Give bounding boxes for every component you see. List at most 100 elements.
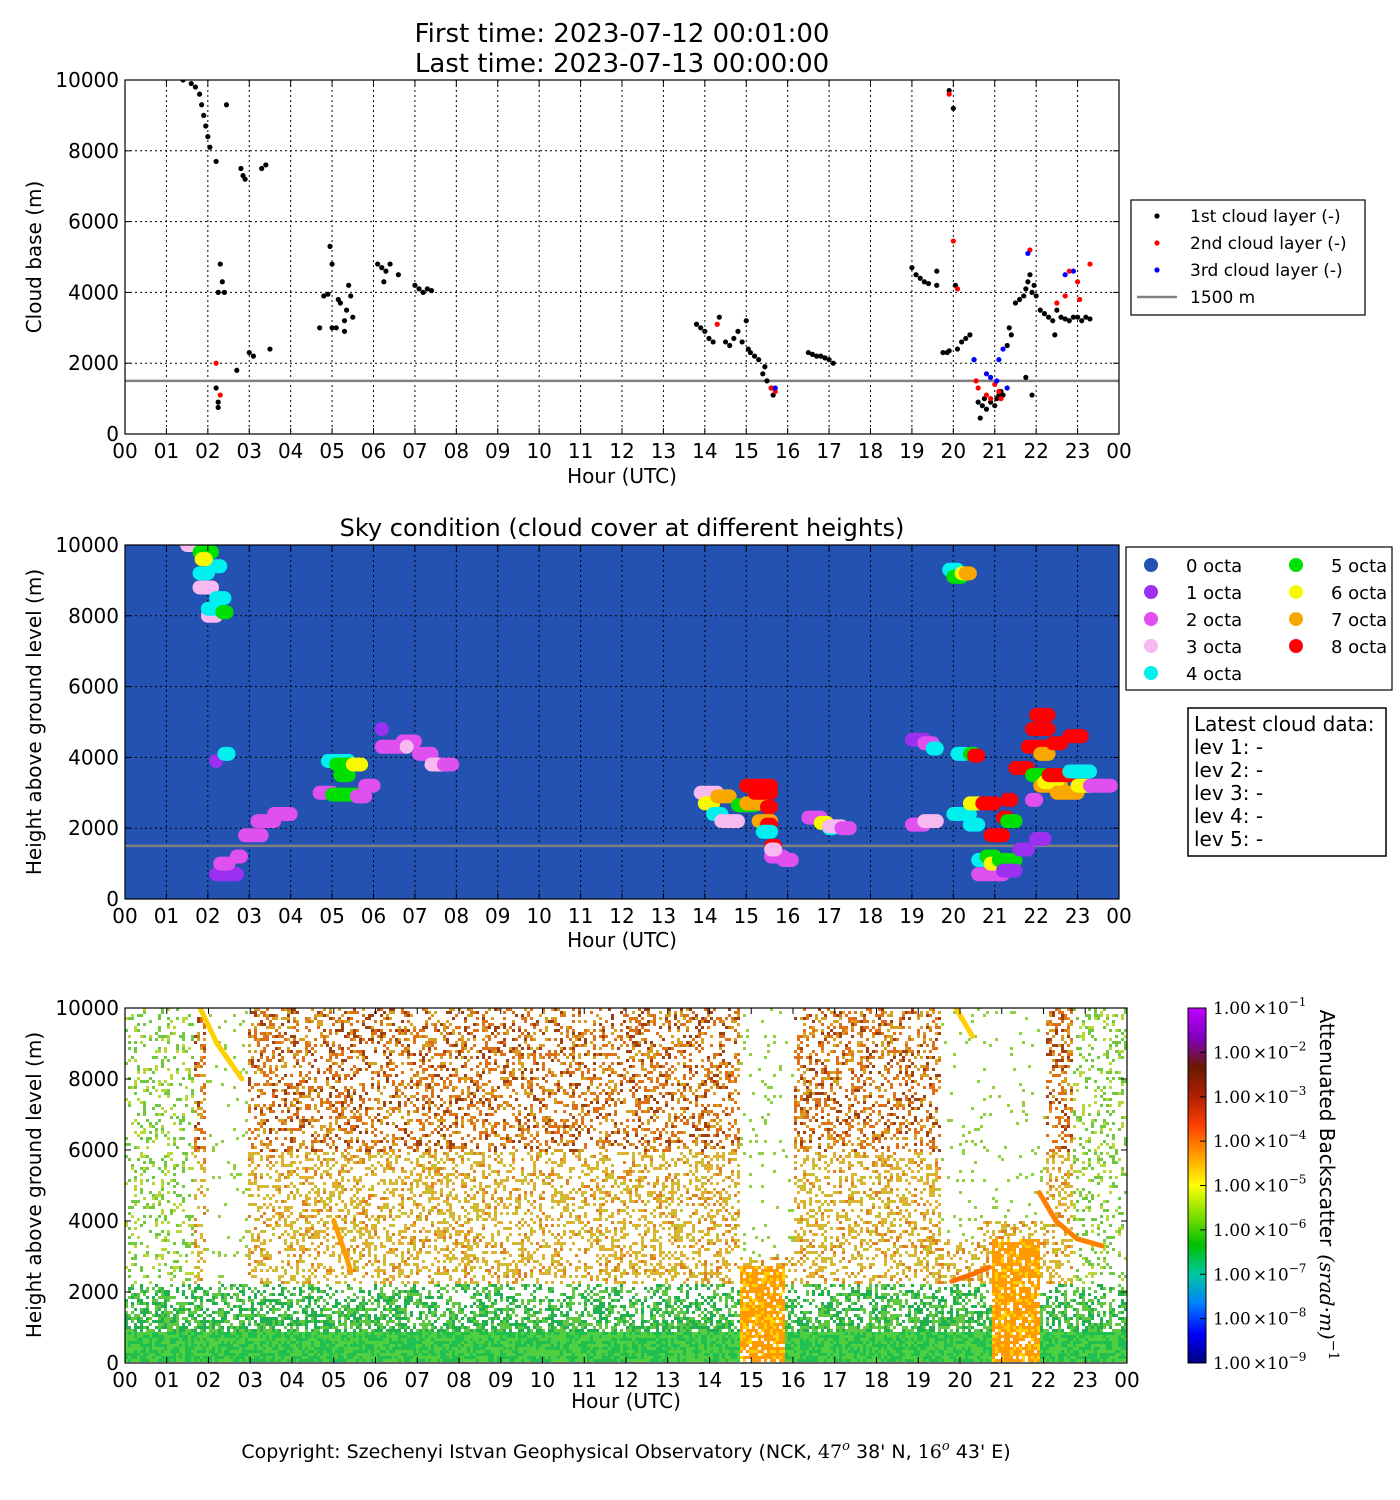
backscatter-cell [440, 1146, 443, 1149]
backscatter-cell [683, 1131, 686, 1134]
backscatter-cell [461, 1107, 464, 1110]
backscatter-cell [695, 1137, 698, 1140]
backscatter-cell [557, 1008, 560, 1011]
backscatter-cell [869, 1062, 872, 1065]
backscatter-cell [332, 1074, 335, 1077]
backscatter-cell [662, 1023, 665, 1026]
backscatter-cell [227, 1104, 230, 1107]
backscatter-cell [803, 1032, 806, 1035]
backscatter-cell [452, 1074, 455, 1077]
backscatter-cell [452, 1032, 455, 1035]
backscatter-cell [1058, 1092, 1061, 1095]
backscatter-cell [1082, 1032, 1085, 1035]
backscatter-cell [557, 1143, 560, 1146]
backscatter-cell [164, 1134, 167, 1137]
backscatter-cell [557, 1131, 560, 1134]
backscatter-cell [308, 1122, 311, 1125]
backscatter-cell [872, 1026, 875, 1029]
backscatter-cell [371, 1146, 374, 1149]
cloud-layer-1-point [201, 112, 207, 118]
backscatter-cell [584, 1029, 587, 1032]
backscatter-cell [287, 1107, 290, 1110]
backscatter-cell [263, 1092, 266, 1095]
backscatter-cell [530, 1107, 533, 1110]
backscatter-cell [176, 1068, 179, 1071]
backscatter-cell [848, 1011, 851, 1014]
backscatter-cell [398, 1029, 401, 1032]
backscatter-cell [869, 1083, 872, 1086]
backscatter-cell [449, 1134, 452, 1137]
backscatter-cell [596, 1014, 599, 1017]
backscatter-cell [914, 1116, 917, 1119]
backscatter-cell [986, 1011, 989, 1014]
backscatter-cell [158, 1113, 161, 1116]
backscatter-cell [710, 1062, 713, 1065]
backscatter-cell [887, 1035, 890, 1038]
backscatter-cell [191, 1023, 194, 1026]
backscatter-cell [1106, 1071, 1109, 1074]
backscatter-cell [698, 1122, 701, 1125]
x-tick-label: 19 [899, 904, 924, 928]
backscatter-cell [170, 1032, 173, 1035]
backscatter-cell [155, 1134, 158, 1137]
backscatter-cell [887, 1050, 890, 1053]
backscatter-cell [674, 1068, 677, 1071]
backscatter-cell [335, 1056, 338, 1059]
backscatter-cell [290, 1131, 293, 1134]
backscatter-cell [983, 1098, 986, 1101]
backscatter-cell [296, 1050, 299, 1053]
backscatter-cell [398, 1041, 401, 1044]
backscatter-cell [650, 1047, 653, 1050]
backscatter-cell [245, 1011, 248, 1014]
backscatter-cell [647, 1077, 650, 1080]
backscatter-cell [503, 1023, 506, 1026]
backscatter-cell [374, 1143, 377, 1146]
backscatter-cell [644, 1053, 647, 1056]
backscatter-cell [350, 1077, 353, 1080]
backscatter-cell [875, 1134, 878, 1137]
backscatter-cell [653, 1044, 656, 1047]
backscatter-cell [260, 1107, 263, 1110]
backscatter-cell [728, 1071, 731, 1074]
backscatter-cell [383, 1053, 386, 1056]
y-tick-label: 0 [106, 887, 119, 911]
backscatter-cell [899, 1071, 902, 1074]
backscatter-cell [521, 1086, 524, 1089]
backscatter-cell [302, 1125, 305, 1128]
backscatter-cell [587, 1128, 590, 1131]
backscatter-cell [629, 1035, 632, 1038]
backscatter-cell [890, 1122, 893, 1125]
backscatter-cell [740, 1062, 743, 1065]
backscatter-cell [623, 1014, 626, 1017]
backscatter-cell [1064, 1014, 1067, 1017]
backscatter-cell [440, 1134, 443, 1137]
backscatter-cell [398, 1137, 401, 1140]
backscatter-cell [602, 1062, 605, 1065]
backscatter-cell [647, 1008, 650, 1011]
x-tick-label: 20 [941, 904, 966, 928]
backscatter-cell [389, 1053, 392, 1056]
backscatter-cell [422, 1068, 425, 1071]
backscatter-cell [728, 1074, 731, 1077]
backscatter-cell [248, 1110, 251, 1113]
backscatter-cell [641, 1062, 644, 1065]
backscatter-cell [548, 1092, 551, 1095]
backscatter-cell [482, 1029, 485, 1032]
cloud-layer-2-point [1062, 293, 1068, 299]
backscatter-cell [719, 1086, 722, 1089]
backscatter-cell [443, 1080, 446, 1083]
backscatter-cell [623, 1020, 626, 1023]
backscatter-cell [632, 1059, 635, 1062]
backscatter-cell [188, 1143, 191, 1146]
backscatter-cell [296, 1062, 299, 1065]
backscatter-cell [266, 1026, 269, 1029]
backscatter-cell [863, 1146, 866, 1149]
backscatter-cell [878, 1089, 881, 1092]
backscatter-cell [284, 1101, 287, 1104]
backscatter-cell [374, 1050, 377, 1053]
backscatter-cell [662, 1128, 665, 1131]
backscatter-cell [530, 1035, 533, 1038]
backscatter-cell [932, 1143, 935, 1146]
backscatter-cell [821, 1134, 824, 1137]
backscatter-cell [347, 1146, 350, 1149]
